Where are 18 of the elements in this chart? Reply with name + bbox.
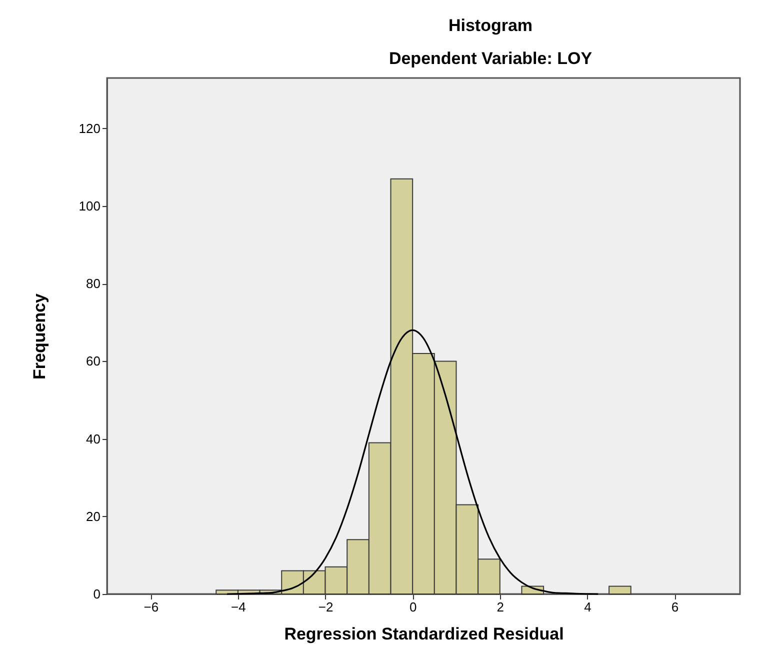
x-tick-label: −6 xyxy=(144,600,159,614)
x-tick-label: 0 xyxy=(409,600,417,614)
x-tick-label: 4 xyxy=(584,600,592,614)
y-tick-label: 40 xyxy=(86,431,100,446)
y-tick-label: 20 xyxy=(86,508,100,524)
chart-title: Histogram xyxy=(448,16,533,35)
y-axis-title: Frequency xyxy=(30,292,49,380)
chart-subtitle: Dependent Variable: LOY xyxy=(388,49,593,68)
x-tick-label: 2 xyxy=(496,600,504,614)
x-tick-label: −4 xyxy=(231,600,246,614)
y-tick-label: 80 xyxy=(86,276,100,292)
x-tick-label: −2 xyxy=(318,600,334,614)
y-tick-label: 0 xyxy=(93,586,100,602)
y-tick-label: 120 xyxy=(78,120,100,136)
y-tick-label: 60 xyxy=(86,354,100,369)
x-tick-label: 6 xyxy=(671,600,679,614)
y-tick-label: 100 xyxy=(78,198,100,214)
x-axis-title: Regression Standardized Residual xyxy=(284,624,564,644)
